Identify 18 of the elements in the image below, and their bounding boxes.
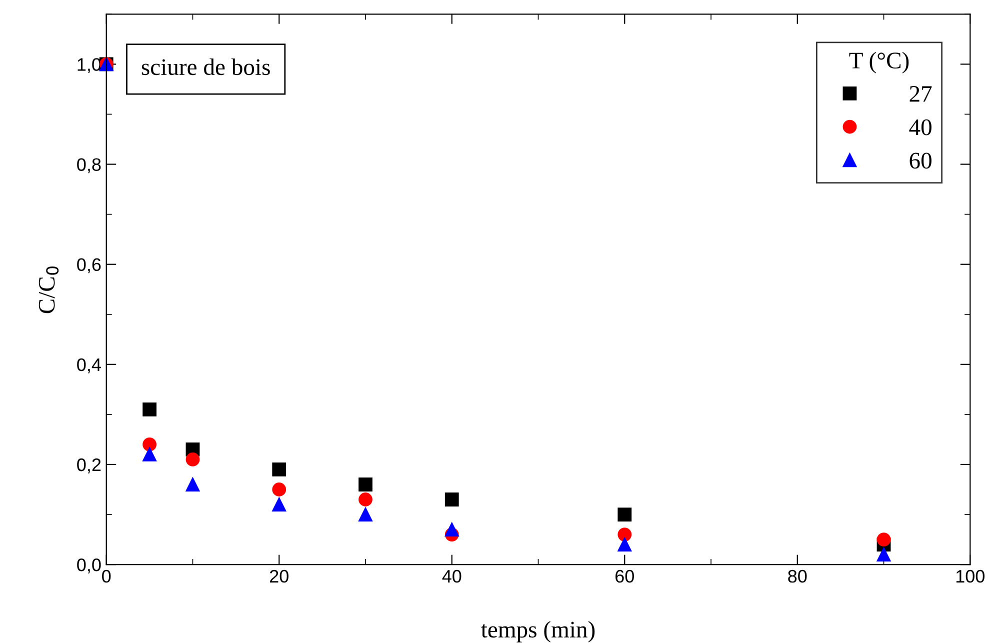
x-tick-label: 60 <box>616 570 634 583</box>
annotation: sciure de bois <box>142 58 270 76</box>
y-tick-label: 0,8 <box>77 158 101 174</box>
x-tick-label: 40 <box>442 570 462 583</box>
x-tick-label: 80 <box>788 570 807 583</box>
legend-label: 60 <box>910 152 932 169</box>
y-tick-label: 0,6 <box>77 258 101 274</box>
legend-label: 40 <box>909 119 932 136</box>
x-tick-label: 100 <box>956 570 984 583</box>
legend-label: 27 <box>910 86 932 102</box>
y-tick-label: 0,4 <box>77 358 101 374</box>
legend-title: T (°C) <box>849 52 909 74</box>
y-axis-title: C/C$_{0}$ <box>38 266 59 314</box>
x-tick-label: 20 <box>270 570 288 583</box>
x-tick-label: 0 <box>102 570 111 583</box>
y-tick-label: 0,2 <box>77 458 101 474</box>
y-tick-label: 0,0 <box>77 558 101 574</box>
x-axis-title: temps (min) <box>481 620 595 642</box>
